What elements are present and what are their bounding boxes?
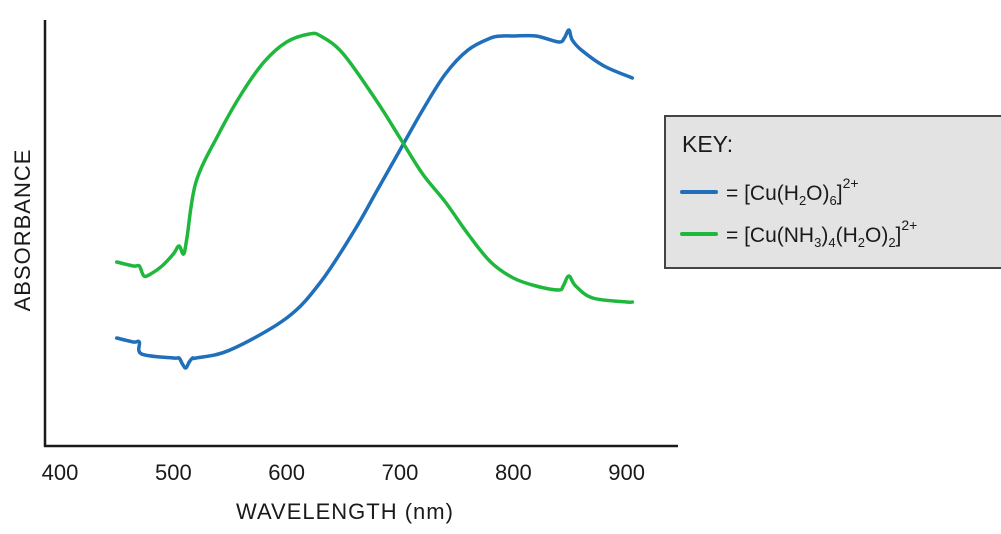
legend-swatch-tetraammine	[680, 231, 718, 236]
x-tick-label: 500	[155, 460, 192, 485]
y-axis-label: ABSORBANCE	[10, 149, 35, 312]
x-tick-label: 800	[495, 460, 532, 485]
legend-swatch-hexaaqua	[680, 189, 718, 194]
legend-title: KEY:	[682, 131, 734, 157]
x-tick-label: 400	[42, 460, 79, 485]
series-line-tetraammine	[114, 31, 635, 305]
x-axis-label: WAVELENGTH (nm)	[236, 499, 454, 524]
series-line-hexaaqua	[114, 28, 635, 370]
legend-label-hexaaqua: = [Cu(H2O)6]2+	[726, 175, 859, 208]
x-tick-label: 900	[608, 460, 645, 485]
legend-label-tetraammine: = [Cu(NH3)4(H2O)2]2+	[726, 217, 918, 250]
legend-item-hexaaqua: = [Cu(H2O)6]2+	[680, 175, 859, 208]
legend-item-tetraammine: = [Cu(NH3)4(H2O)2]2+	[680, 217, 917, 250]
x-tick-label: 700	[382, 460, 419, 485]
legend-box: KEY: = [Cu(H2O)6]2+ = [Cu(NH3)4(H2O)2]2+	[664, 115, 1001, 269]
x-tick-label: 600	[268, 460, 305, 485]
